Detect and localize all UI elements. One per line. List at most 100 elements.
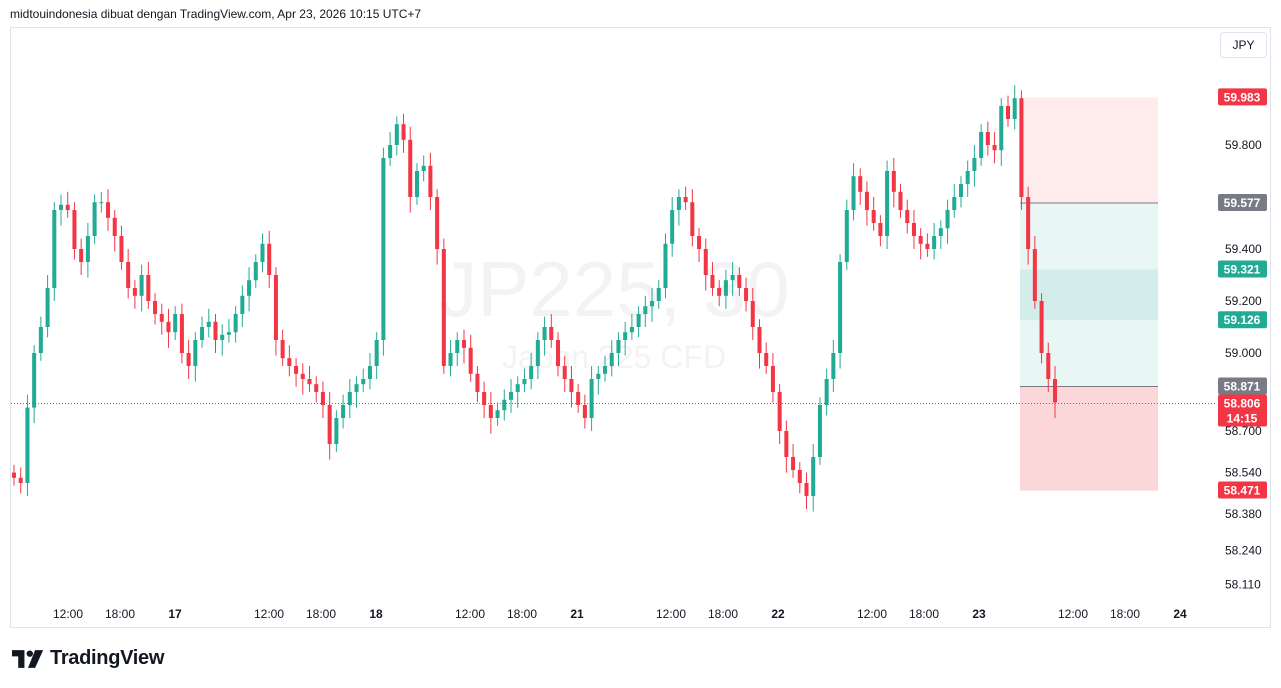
candle[interactable] bbox=[683, 186, 688, 210]
candle[interactable] bbox=[99, 191, 104, 213]
candle[interactable] bbox=[18, 467, 23, 494]
candle[interactable] bbox=[341, 394, 346, 429]
candle[interactable] bbox=[414, 163, 419, 205]
candle[interactable] bbox=[1032, 236, 1037, 309]
candle[interactable] bbox=[488, 392, 493, 434]
candle[interactable] bbox=[750, 288, 755, 340]
candle[interactable] bbox=[616, 332, 621, 366]
candle[interactable] bbox=[294, 358, 299, 387]
candle[interactable] bbox=[831, 340, 836, 392]
candle[interactable] bbox=[280, 329, 285, 366]
candle[interactable] bbox=[952, 184, 957, 218]
candle[interactable] bbox=[596, 366, 601, 395]
candle[interactable] bbox=[663, 233, 668, 299]
candle[interactable] bbox=[791, 444, 796, 478]
candle[interactable] bbox=[911, 210, 916, 249]
candle[interactable] bbox=[697, 228, 702, 262]
candle[interactable] bbox=[972, 145, 977, 187]
candle[interactable] bbox=[589, 366, 594, 431]
candle[interactable] bbox=[273, 267, 278, 356]
candle[interactable] bbox=[287, 345, 292, 377]
candle[interactable] bbox=[710, 262, 715, 296]
candle[interactable] bbox=[979, 124, 984, 166]
candle[interactable] bbox=[811, 444, 816, 512]
tradingview-logo[interactable]: TradingView bbox=[12, 647, 164, 670]
candle[interactable] bbox=[817, 397, 822, 465]
candle[interactable] bbox=[354, 376, 359, 408]
candle[interactable] bbox=[898, 184, 903, 218]
candle[interactable] bbox=[945, 199, 950, 244]
candle[interactable] bbox=[629, 314, 634, 340]
candle[interactable] bbox=[327, 392, 332, 460]
candle[interactable] bbox=[408, 126, 413, 213]
candle[interactable] bbox=[334, 410, 339, 452]
candle[interactable] bbox=[603, 355, 608, 382]
candle[interactable] bbox=[569, 366, 574, 408]
candle[interactable] bbox=[253, 254, 258, 288]
candle[interactable] bbox=[918, 228, 923, 260]
candle[interactable] bbox=[784, 420, 789, 473]
candle[interactable] bbox=[582, 394, 587, 429]
candle[interactable] bbox=[119, 225, 124, 270]
candle[interactable] bbox=[455, 332, 460, 366]
candle[interactable] bbox=[92, 194, 97, 244]
currency-button[interactable]: JPY bbox=[1220, 32, 1267, 58]
candle[interactable] bbox=[139, 264, 144, 312]
candle[interactable] bbox=[885, 160, 890, 249]
take-profit-zone[interactable] bbox=[1020, 202, 1158, 387]
candle[interactable] bbox=[1019, 90, 1024, 210]
candle[interactable] bbox=[482, 381, 487, 418]
candle[interactable] bbox=[744, 277, 749, 312]
candle[interactable] bbox=[676, 189, 681, 226]
candle[interactable] bbox=[32, 345, 37, 424]
lower-stop-zone[interactable] bbox=[1020, 386, 1158, 491]
candle[interactable] bbox=[864, 181, 869, 226]
candle[interactable] bbox=[643, 295, 648, 327]
candle[interactable] bbox=[670, 197, 675, 257]
stop-loss-zone[interactable] bbox=[1020, 97, 1158, 203]
candle[interactable] bbox=[535, 332, 540, 379]
candle[interactable] bbox=[609, 340, 614, 377]
candle[interactable] bbox=[871, 197, 876, 231]
candle[interactable] bbox=[146, 262, 151, 309]
candle[interactable] bbox=[650, 288, 655, 322]
candle[interactable] bbox=[179, 303, 184, 364]
candle[interactable] bbox=[441, 238, 446, 374]
candle[interactable] bbox=[1052, 366, 1058, 418]
candle[interactable] bbox=[186, 340, 191, 379]
candle[interactable] bbox=[347, 379, 352, 418]
candle[interactable] bbox=[851, 163, 856, 221]
candle[interactable] bbox=[703, 238, 708, 291]
candle[interactable] bbox=[797, 462, 802, 494]
candle[interactable] bbox=[958, 176, 963, 208]
candle[interactable] bbox=[985, 121, 990, 156]
time-axis[interactable]: 12:00 18:00 17 12:00 18:00 18 12:00 18:00 21 12:0… bbox=[53, 607, 1187, 621]
candle[interactable] bbox=[45, 275, 50, 338]
candle[interactable] bbox=[72, 202, 77, 260]
candle[interactable] bbox=[549, 314, 554, 348]
candle[interactable] bbox=[723, 269, 728, 309]
candle[interactable] bbox=[153, 293, 158, 325]
candle[interactable] bbox=[428, 152, 433, 210]
candle[interactable] bbox=[1026, 186, 1031, 265]
candle[interactable] bbox=[106, 189, 111, 231]
candle[interactable] bbox=[421, 155, 426, 182]
candle[interactable] bbox=[891, 158, 896, 208]
candle[interactable] bbox=[166, 308, 171, 348]
candle[interactable] bbox=[320, 381, 325, 418]
candle[interactable] bbox=[1012, 85, 1017, 130]
candle[interactable] bbox=[461, 329, 466, 364]
candle[interactable] bbox=[267, 230, 272, 288]
candle[interactable] bbox=[770, 353, 775, 403]
candle[interactable] bbox=[126, 249, 131, 299]
candle[interactable] bbox=[999, 98, 1004, 166]
candle[interactable] bbox=[730, 262, 735, 296]
candle[interactable] bbox=[965, 160, 970, 197]
candle[interactable] bbox=[220, 324, 225, 356]
candle[interactable] bbox=[475, 366, 480, 403]
candle[interactable] bbox=[764, 342, 769, 374]
candle[interactable] bbox=[206, 308, 211, 338]
candle[interactable] bbox=[515, 376, 520, 408]
candle[interactable] bbox=[529, 353, 534, 390]
